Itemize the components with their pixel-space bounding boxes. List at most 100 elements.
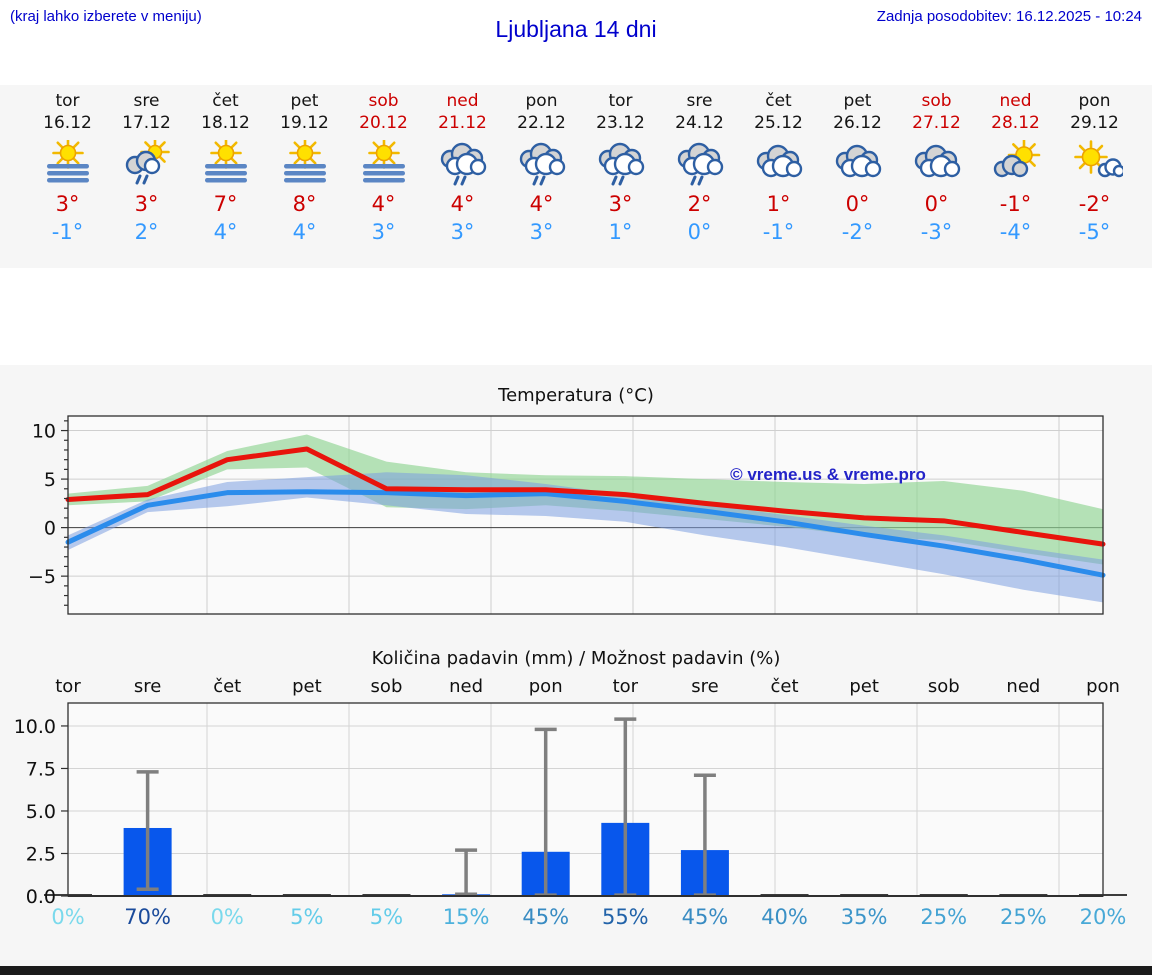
high-temp: 3° [55, 192, 80, 216]
watermark: © vreme.us & vreme.pro [730, 465, 926, 484]
low-temp: 0° [687, 220, 712, 244]
precip-day-label: sob [371, 676, 403, 697]
footer-bar [0, 966, 1152, 975]
low-temp: -5° [1078, 220, 1111, 244]
forecast-date: 25.12 [754, 113, 803, 133]
forecast-day-column: sre 17.12 3° 2° [107, 85, 186, 268]
precip-day-label: sre [134, 676, 161, 697]
forecast-day-name: čet [212, 91, 239, 111]
low-temp: 2° [134, 220, 159, 244]
forecast-date: 23.12 [596, 113, 645, 133]
forecast-day-name: sob [368, 91, 399, 111]
forecast-strip: tor 16.12 3° -1° sre 17.12 3° 2° čet 18.12… [0, 85, 1152, 268]
max-temperature-line [65, 446, 1106, 547]
low-temp: -2° [841, 220, 874, 244]
forecast-date: 21.12 [438, 113, 487, 133]
low-temp: 4° [213, 220, 238, 244]
page-title: Ljubljana 14 dni [495, 16, 657, 42]
cloud-rain-icon [514, 140, 570, 186]
forecast-date: 26.12 [833, 113, 882, 133]
high-temp: 4° [450, 192, 475, 216]
forecast-day-column: čet 25.12 1° -1° [739, 85, 818, 268]
sun-fog-icon [277, 137, 333, 186]
precip-probability-label: 25% [920, 905, 967, 929]
forecast-day-column: pet 19.12 8° 4° [265, 85, 344, 268]
forecast-day-column: pet 26.12 0° -2° [818, 85, 897, 268]
temperature-chart-title: Temperatura (°C) [498, 385, 654, 406]
precip-ytick-label: 0.0 [26, 886, 56, 908]
sun-small-cloud-icon [1067, 140, 1125, 186]
low-temp: -4° [999, 220, 1032, 244]
precip-day-label: tor [613, 676, 639, 697]
temp-ytick-label: −5 [28, 566, 56, 588]
high-temp: 4° [371, 192, 396, 216]
high-temp: 4° [529, 192, 554, 216]
forecast-day-column: čet 18.12 7° 4° [186, 85, 265, 268]
high-temp: 0° [924, 192, 949, 216]
precipitation-chart-title: Količina padavin (mm) / Možnost padavin … [371, 648, 781, 669]
forecast-day-name: pet [843, 91, 872, 111]
forecast-day-name: ned [999, 91, 1032, 111]
high-temp: 1° [766, 192, 791, 216]
high-temp: 0° [845, 192, 870, 216]
temp-ytick-label: 5 [44, 469, 56, 491]
sun-cloud-icon [988, 138, 1044, 186]
precip-probability-label: 40% [761, 905, 808, 929]
high-temp: 3° [608, 192, 633, 216]
precip-ytick-label: 5.0 [26, 801, 56, 823]
low-temp: 3° [529, 220, 554, 244]
forecast-day-column: pon 22.12 4° 3° [502, 85, 581, 268]
precip-ytick-label: 7.5 [26, 758, 56, 780]
precip-probability-label: 15% [443, 905, 490, 929]
forecast-day-column: sob 27.12 0° -3° [897, 85, 976, 268]
forecast-day-name: sre [133, 91, 160, 111]
forecast-day-column: ned 28.12 -1° -4° [976, 85, 1055, 268]
cloudy-icon [909, 140, 965, 186]
forecast-day-column: ned 21.12 4° 3° [423, 85, 502, 268]
forecast-date: 16.12 [43, 113, 92, 133]
high-temp: -2° [1078, 192, 1111, 216]
forecast-day-name: čet [765, 91, 792, 111]
forecast-date: 24.12 [675, 113, 724, 133]
precip-day-label: pon [1086, 676, 1120, 697]
precip-probability-label: 5% [370, 905, 403, 929]
precip-ytick-label: 2.5 [26, 843, 56, 865]
high-temp: 7° [213, 192, 238, 216]
high-temp: 2° [687, 192, 712, 216]
low-temp: -1° [51, 220, 84, 244]
precip-probability-label: 45% [522, 905, 569, 929]
low-temp: -3° [920, 220, 953, 244]
precip-probability-label: 0% [51, 905, 84, 929]
forecast-date: 17.12 [122, 113, 171, 133]
precip-probability-label: 45% [682, 905, 729, 929]
sun-fog-icon [198, 137, 254, 186]
temperature-chart: 10 5 0 −5 © vreme.us & vreme.pro [28, 415, 1106, 615]
precip-probability-label: 55% [602, 905, 649, 929]
chart-section: Temperatura (°C) 10 5 0 −5 © vreme.us & vrem… [0, 365, 1152, 966]
forecast-day-column: tor 23.12 3° 1° [581, 85, 660, 268]
temp-ytick-label: 0 [44, 518, 56, 540]
forecast-day-name: ned [446, 91, 479, 111]
forecast-day-name: tor [55, 91, 80, 111]
forecast-day-column: sob 20.12 4° 3° [344, 85, 423, 268]
cloud-rain-icon [672, 140, 728, 186]
precip-probability-label: 70% [124, 905, 171, 929]
forecast-day-name: pon [1078, 91, 1111, 111]
precip-plot-area [68, 703, 1103, 896]
precip-day-label: pet [849, 676, 879, 697]
page-header: (kraj lahko izberete v meniju) Ljubljana… [0, 0, 1152, 85]
sun-fog-icon [356, 137, 412, 186]
forecast-date: 20.12 [359, 113, 408, 133]
low-temp: 3° [371, 220, 396, 244]
precip-probability-label: 20% [1080, 905, 1127, 929]
sun-fog-icon [40, 137, 96, 186]
forecast-day-name: pet [290, 91, 319, 111]
min-temperature-line [65, 489, 1106, 578]
high-temp: 3° [134, 192, 159, 216]
forecast-day-name: sob [921, 91, 952, 111]
sun-cloud-rain-icon [119, 137, 175, 186]
forecast-date: 22.12 [517, 113, 566, 133]
forecast-day-name: sre [686, 91, 713, 111]
precip-day-label: pon [529, 676, 563, 697]
temp-ytick-label: 10 [32, 421, 56, 443]
